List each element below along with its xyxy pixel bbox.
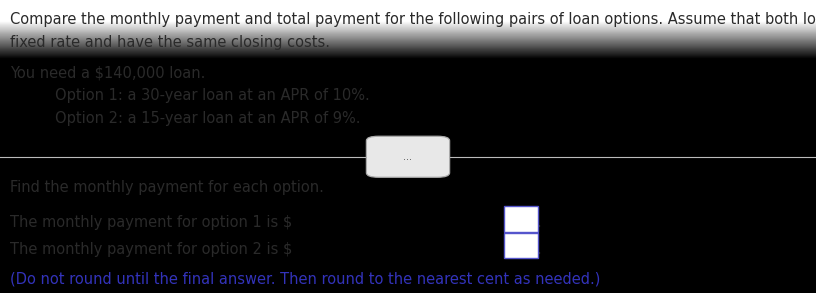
Text: Compare the monthly payment and total payment for the following pairs of loan op: Compare the monthly payment and total pa… [10, 12, 816, 27]
Text: Find the monthly payment for each option.: Find the monthly payment for each option… [10, 180, 324, 195]
Text: (Do not round until the final answer. Then round to the nearest cent as needed.): (Do not round until the final answer. Th… [10, 272, 600, 287]
FancyBboxPatch shape [366, 136, 450, 177]
Text: ...: ... [403, 152, 413, 162]
FancyBboxPatch shape [504, 233, 539, 258]
Text: The monthly payment for option 1 is $: The monthly payment for option 1 is $ [10, 215, 292, 230]
Text: You need a $140,000 loan.: You need a $140,000 loan. [10, 66, 205, 81]
Text: Option 2: a 15-year loan at an APR of 9%.: Option 2: a 15-year loan at an APR of 9%… [55, 111, 361, 126]
Text: .: . [537, 215, 541, 230]
Text: .: . [537, 242, 542, 257]
Text: Option 1: a 30-year loan at an APR of 10%.: Option 1: a 30-year loan at an APR of 10… [55, 88, 370, 103]
Text: The monthly payment for option 2 is $: The monthly payment for option 2 is $ [10, 242, 292, 257]
FancyBboxPatch shape [504, 206, 539, 231]
Text: fixed rate and have the same closing costs.: fixed rate and have the same closing cos… [10, 35, 330, 50]
